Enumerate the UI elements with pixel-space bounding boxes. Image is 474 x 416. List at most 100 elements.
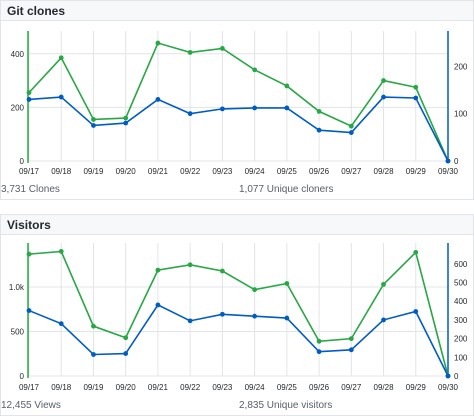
left-tick-label: 0: [20, 157, 25, 166]
right-tick-label: 100: [454, 110, 468, 119]
x-tick-label: 09/19: [83, 383, 104, 392]
total-series-point: [91, 117, 96, 122]
unique-series-point: [155, 97, 161, 102]
total-series-point: [219, 46, 225, 51]
right-tick-label: 200: [454, 62, 468, 71]
x-tick-label: 09/19: [83, 167, 104, 176]
x-tick-label: 09/18: [51, 167, 72, 176]
x-tick-label: 09/26: [309, 383, 330, 392]
total-series-point: [316, 338, 322, 344]
clones-chart: 0 200 400 0 100 200 09/17 09/18 09/19 09/20 09/21 0…: [11, 31, 468, 176]
total-series-point: [219, 268, 225, 274]
unique-series-point: [219, 106, 225, 112]
unique-series-point: [155, 302, 161, 308]
unique-series-point: [445, 158, 451, 164]
unique-series-point: [58, 321, 64, 327]
left-tick-label: 200: [11, 103, 25, 112]
total-series-point: [58, 55, 64, 61]
x-tick-label: 09/27: [341, 383, 362, 392]
x-tick-label: 09/23: [212, 383, 233, 392]
unique-series-point: [316, 127, 322, 133]
total-series-point: [91, 323, 96, 329]
clones-total: 3,731 Clones: [1, 184, 60, 195]
unique-series-point: [381, 94, 386, 100]
unique-series-point: [91, 352, 96, 357]
x-tick-label: 09/22: [180, 167, 201, 176]
unique-series-line: [28, 96, 449, 162]
unique-series-point: [348, 347, 354, 353]
total-series-point: [284, 281, 290, 286]
x-tick-label: 09/29: [406, 383, 427, 392]
total-series-line: [28, 250, 449, 377]
total-series-point: [58, 249, 64, 254]
x-tick-label: 09/26: [309, 167, 330, 176]
visitors-unique: 2,835 Unique visitors: [239, 400, 333, 411]
total-series-point: [348, 336, 354, 342]
total-series-point: [413, 84, 419, 90]
visitors-total: 12,455 Views: [1, 400, 61, 411]
unique-series-point: [123, 351, 129, 356]
right-tick-label: 100: [454, 353, 468, 362]
x-tick-label: 09/18: [51, 383, 72, 392]
unique-series-point: [26, 97, 32, 102]
x-tick-label: 09/21: [148, 167, 169, 176]
unique-series-point: [252, 313, 258, 319]
left-tick-label: 0: [20, 372, 25, 381]
visitors-chart: 0 500 1.0k 0 100 200 300 400 500 600 09/17 09/18 09/…: [9, 243, 468, 392]
unique-series-point: [26, 308, 32, 313]
clones-unique: 1,077 Unique cloners: [239, 184, 334, 195]
x-tick-label: 09/25: [277, 167, 298, 176]
total-series-point: [187, 50, 193, 55]
right-tick-label: 0: [454, 157, 459, 166]
clones-panel-title: Git clones: [1, 1, 473, 21]
unique-series-point: [413, 95, 419, 101]
unique-series-point: [413, 309, 419, 314]
unique-series-point: [219, 311, 225, 317]
unique-series-point: [284, 315, 290, 321]
unique-series-point: [91, 123, 96, 128]
total-series-point: [123, 115, 129, 121]
unique-series-line: [28, 303, 449, 377]
left-tick-label: 400: [11, 50, 25, 59]
x-tick-label: 09/28: [374, 383, 395, 392]
visitors-panel-title: Visitors: [1, 215, 473, 235]
x-tick-label: 09/20: [116, 167, 137, 176]
x-tick-label: 09/27: [341, 167, 362, 176]
x-tick-label: 09/24: [245, 167, 266, 176]
left-tick-label: 1.0k: [9, 283, 25, 292]
right-tick-label: 200: [454, 335, 468, 344]
total-series-point: [316, 109, 322, 114]
x-tick-label: 09/30: [438, 167, 459, 176]
unique-series-point: [348, 130, 354, 135]
unique-series-point: [187, 318, 193, 324]
total-series-point: [123, 335, 129, 341]
x-tick-label: 09/20: [116, 383, 137, 392]
total-series-point: [187, 262, 193, 268]
total-series-point: [26, 251, 32, 257]
right-tick-label: 300: [454, 316, 468, 325]
unique-series-point: [316, 349, 322, 355]
total-series-point: [348, 123, 354, 129]
unique-series-point: [58, 94, 64, 100]
total-series-point: [155, 40, 161, 46]
unique-series-point: [445, 373, 451, 379]
unique-series-point: [381, 317, 386, 323]
total-series-point: [155, 267, 161, 273]
x-tick-label: 09/22: [180, 383, 201, 392]
total-series-point: [252, 67, 258, 73]
x-tick-label: 09/28: [374, 167, 395, 176]
x-tick-label: 09/17: [19, 167, 40, 176]
right-tick-label: 0: [454, 372, 459, 381]
total-series-point: [381, 78, 386, 83]
right-tick-label: 500: [454, 279, 468, 288]
right-tick-label: 400: [454, 297, 468, 306]
x-tick-label: 09/23: [212, 167, 233, 176]
unique-series-point: [123, 120, 129, 126]
total-series-point: [381, 281, 386, 287]
x-tick-label: 09/17: [19, 383, 40, 392]
x-tick-label: 09/29: [406, 167, 427, 176]
x-tick-label: 09/24: [245, 383, 266, 392]
x-tick-label: 09/30: [438, 383, 459, 392]
right-tick-label: 600: [454, 260, 468, 269]
unique-series-point: [284, 105, 290, 111]
